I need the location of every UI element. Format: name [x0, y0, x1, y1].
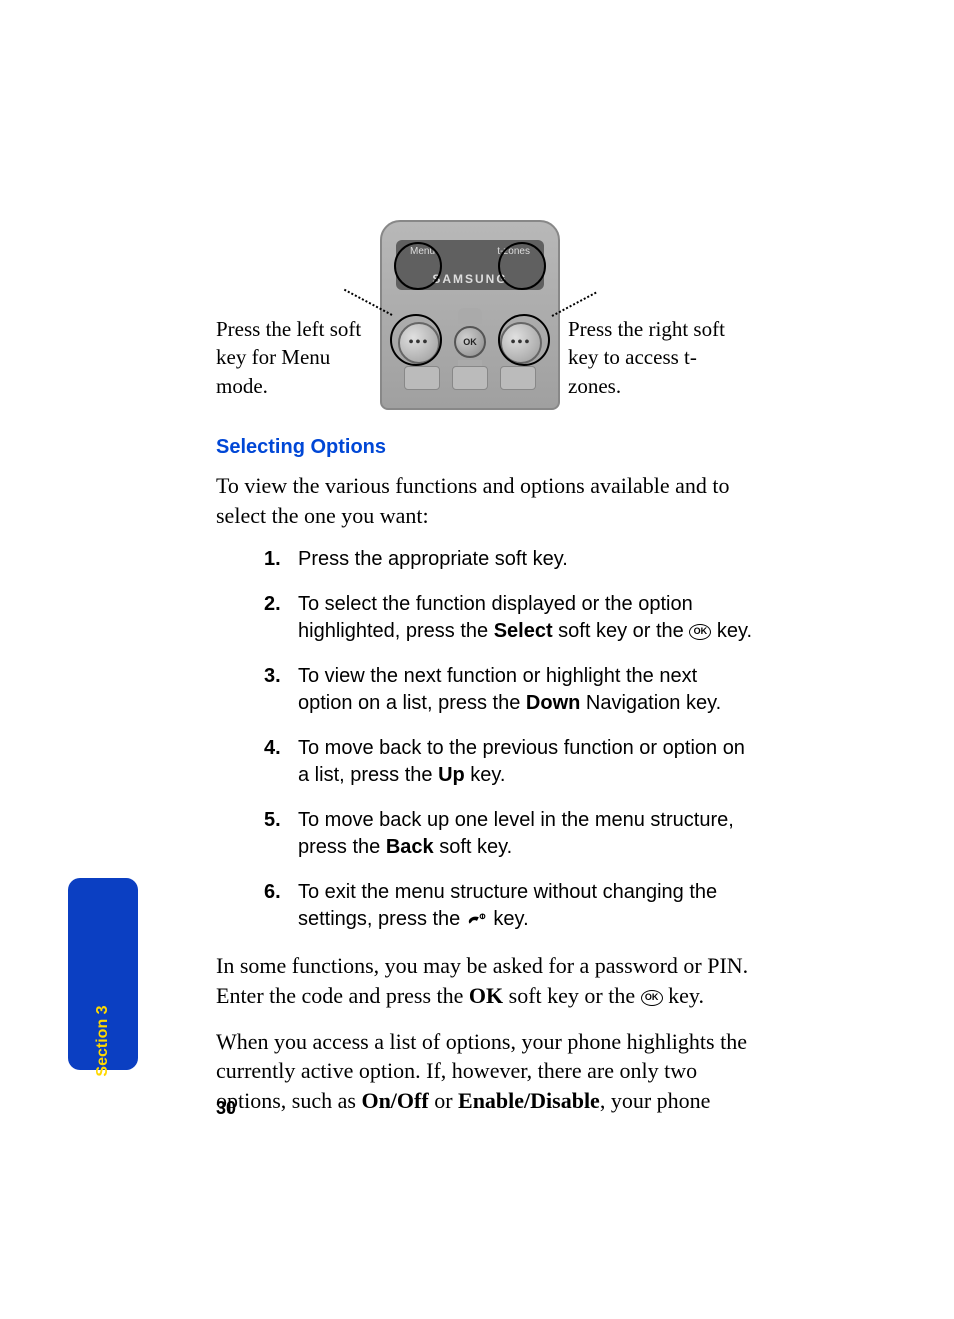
steps-list: 1.Press the appropriate soft key. 2.To se…: [264, 546, 756, 933]
step-item: 3.To view the next function or highlight…: [264, 663, 756, 717]
section-heading: Selecting Options: [216, 436, 756, 459]
ok-icon: OK: [641, 990, 663, 1006]
step-item: 6.To exit the menu structure without cha…: [264, 879, 756, 933]
right-softkey: •••: [500, 322, 542, 364]
paragraph-3: When you access a list of options, your …: [216, 1027, 756, 1116]
phone-body: Menu t-zones SAMSUNG ••• OK •••: [380, 220, 560, 410]
ok-key: OK: [454, 326, 486, 358]
phone-screen: Menu t-zones SAMSUNG: [396, 240, 544, 290]
keypad: ••• OK •••: [396, 304, 544, 398]
step-item: 4.To move back to the previous function …: [264, 735, 756, 789]
paragraph-2: In some functions, you may be asked for …: [216, 951, 756, 1010]
callout-right: Press the right soft key to access t-zon…: [568, 315, 748, 400]
page-number: 30: [216, 1098, 236, 1119]
screen-tzones-label: t-zones: [497, 246, 530, 257]
step-item: 2.To select the function displayed or th…: [264, 591, 756, 645]
section-tab-label: Section 3: [94, 1005, 112, 1076]
page-content: Menu t-zones SAMSUNG ••• OK ••• Press th…: [216, 220, 756, 1132]
bottom-row-keys: [404, 366, 536, 394]
step-item: 1.Press the appropriate soft key.: [264, 546, 756, 573]
brand-logo: SAMSUNG: [432, 272, 507, 286]
left-softkey: •••: [398, 322, 440, 364]
screen-menu-label: Menu: [410, 246, 435, 257]
end-call-icon: [466, 912, 488, 928]
phone-diagram: Menu t-zones SAMSUNG ••• OK ••• Press th…: [216, 220, 756, 420]
callout-left: Press the left soft key for Menu mode.: [216, 315, 376, 400]
nav-up-key: [458, 308, 482, 324]
section-tab: Section 3: [68, 878, 138, 1070]
intro-paragraph: To view the various functions and option…: [216, 471, 756, 530]
ok-icon: OK: [689, 624, 711, 640]
step-item: 5.To move back up one level in the menu …: [264, 807, 756, 861]
